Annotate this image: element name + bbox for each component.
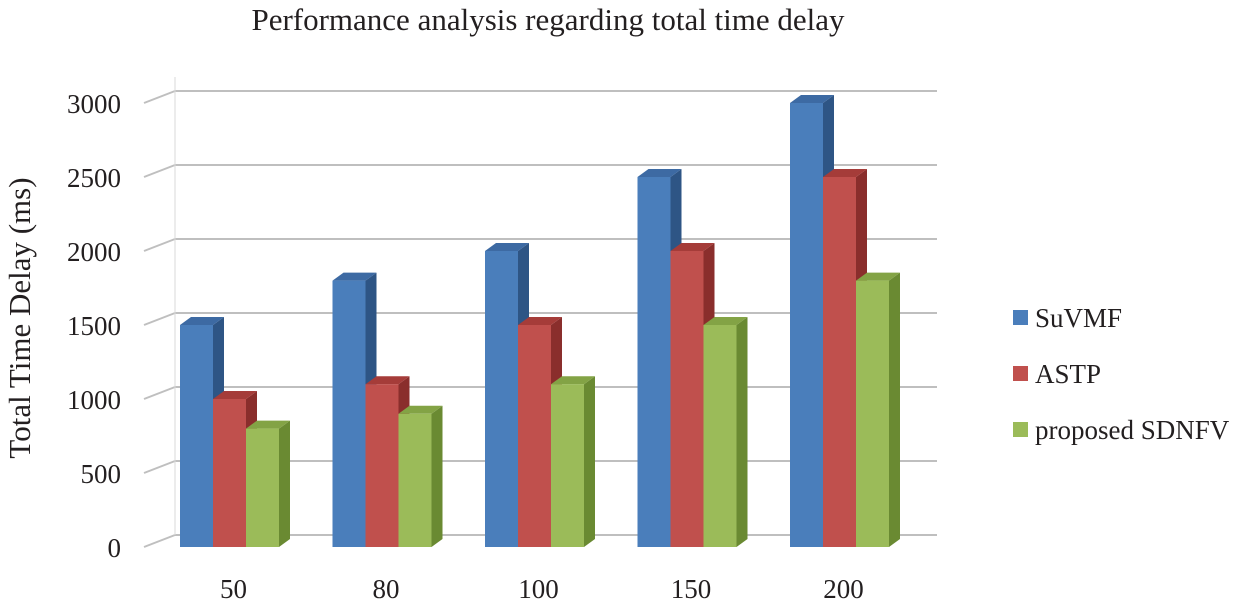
x-tick-labels: 50 80 100 150 200 [220,574,864,604]
bar [246,420,290,547]
bar-top [670,243,715,251]
bar-front [790,103,823,547]
y-tick-label: 2000 [67,237,121,267]
bar-front [180,325,213,547]
x-tick-label: 150 [671,574,712,604]
bar-top [856,272,900,281]
bar-top [790,95,834,103]
bar-side [431,405,443,547]
bar [551,376,595,547]
bar-top [551,376,595,385]
gridline [143,386,176,400]
bar [398,405,443,547]
legend-swatch [1013,422,1028,437]
bar-front [485,251,518,547]
bar-front [246,428,279,547]
bar-front [551,384,584,547]
legend: SuVMF ASTP proposed SDNFV [1013,303,1230,445]
bars [180,95,900,547]
bar-top [246,420,290,429]
legend-item: ASTP [1013,359,1101,389]
y-tick-label: 2500 [67,163,121,193]
bar-front [332,280,366,547]
bar [856,272,900,547]
x-tick-label: 200 [823,574,864,604]
y-axis-label: Total Time Delay (ms) [2,177,37,458]
legend-label: proposed SDNFV [1035,415,1230,445]
gridline [143,90,176,104]
bar-top [637,169,682,177]
bar-side [889,272,900,547]
gridline [143,460,176,474]
bar-front [637,177,671,547]
bar-top [180,317,224,325]
gridline [143,164,176,178]
y-tick-label: 1000 [67,385,121,415]
legend-item: proposed SDNFV [1013,415,1230,445]
bar-top [485,243,529,251]
bar-top [398,405,443,414]
bar-top [365,376,410,385]
bar-front [856,280,889,547]
bar-top [332,272,377,281]
y-tick-label: 3000 [67,89,121,119]
y-tick-label: 500 [81,459,122,489]
bar-top [823,169,867,177]
legend-swatch [1013,310,1028,325]
bar-top [703,317,748,325]
bar-front [703,325,737,547]
x-tick-label: 50 [220,574,247,604]
legend-item: SuVMF [1013,303,1122,333]
bar [703,317,748,547]
bar-front [398,413,432,547]
legend-label: ASTP [1035,359,1101,389]
bar-side [279,420,290,547]
bar-front [670,251,704,547]
gridline [143,312,176,326]
gridline [143,238,176,252]
chart-title: Performance analysis regarding total tim… [251,2,845,37]
legend-label: SuVMF [1035,303,1122,333]
bar-front [365,384,399,547]
bar-front [823,177,856,547]
bar-top [213,391,257,399]
bar-side [736,317,748,547]
legend-swatch [1013,366,1028,381]
gridline [143,534,176,548]
y-tick-label: 0 [108,533,122,563]
bar [823,169,867,547]
bar-front [213,399,246,547]
y-tick-label: 1500 [67,311,121,341]
bar-front [518,325,551,547]
bar-top [518,317,562,325]
bar-side [584,376,595,547]
x-tick-label: 80 [373,574,400,604]
x-tick-label: 100 [518,574,559,604]
y-tick-labels: 0 500 1000 1500 2000 2500 3000 [67,89,121,563]
